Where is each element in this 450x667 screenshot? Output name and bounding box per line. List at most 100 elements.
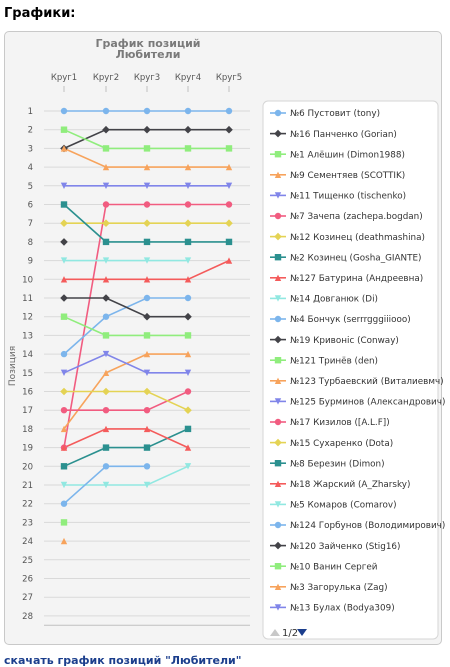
- page-heading: Графики:: [4, 6, 76, 21]
- legend-item[interactable]: №17 Кизилов ([A.L.F]): [290, 418, 390, 428]
- y-tick-label: 26: [22, 575, 33, 585]
- legend-marker: [274, 460, 282, 467]
- legend-marker: [274, 315, 282, 323]
- data-point: [102, 276, 110, 283]
- legend-item[interactable]: №13 Булах (Bodya309): [290, 604, 395, 614]
- data-point: [60, 369, 68, 376]
- legend-item[interactable]: №18 Жарский (A_Zharsky): [290, 480, 410, 490]
- legend-item[interactable]: №1 Алёшин (Dimon1988): [290, 150, 405, 160]
- y-tick-label: 24: [22, 537, 33, 547]
- data-point: [143, 182, 151, 189]
- legend-page-indicator: 1/2: [282, 628, 298, 639]
- data-point: [225, 201, 233, 208]
- y-tick-label: 12: [22, 313, 33, 323]
- data-point: [102, 257, 110, 264]
- data-point: [60, 219, 68, 227]
- download-chart-link[interactable]: скачать график позиций "Любители": [4, 654, 242, 667]
- y-tick-label: 13: [22, 331, 33, 341]
- legend-prev-icon[interactable]: [270, 629, 280, 636]
- legend-next-icon[interactable]: [297, 629, 307, 636]
- legend-marker: [274, 418, 282, 426]
- data-point: [184, 257, 192, 264]
- legend-item[interactable]: №7 Зачепа (zachepa.bogdan): [290, 212, 423, 222]
- data-point: [184, 312, 192, 321]
- legend-item[interactable]: №12 Козинец (deathmashina): [290, 233, 425, 243]
- legend-item[interactable]: №124 Горбунов (Володимирович): [290, 521, 445, 531]
- legend-marker: [274, 583, 282, 590]
- data-point: [225, 257, 233, 264]
- data-point: [60, 294, 68, 302]
- data-point: [184, 107, 192, 115]
- x-tick-label: Круг2: [93, 73, 119, 83]
- y-tick-label: 15: [22, 369, 33, 379]
- legend-item[interactable]: №3 Загорулька (Zag): [290, 583, 388, 593]
- legend-item[interactable]: №11 Тищенко (tischenko): [290, 192, 406, 202]
- x-tick-label: Круг4: [175, 73, 201, 83]
- y-axis-title: Позиция: [8, 346, 18, 386]
- x-tick-label: Круг1: [51, 73, 77, 83]
- data-point: [184, 145, 192, 152]
- chart-title: График позиций: [95, 37, 200, 50]
- data-point: [143, 407, 151, 414]
- y-tick-label: 17: [22, 406, 33, 416]
- legend-marker: [274, 563, 282, 570]
- data-point: [102, 350, 110, 358]
- legend-marker: [274, 541, 282, 550]
- y-tick-label: 27: [22, 593, 33, 603]
- legend-item[interactable]: №19 Кривоніс (Conway): [290, 336, 399, 346]
- series-line: [63, 353, 188, 374]
- data-point: [60, 407, 68, 414]
- legend-marker: [274, 192, 282, 199]
- legend-item[interactable]: №15 Сухаренко (Dota): [290, 439, 393, 449]
- legend-item[interactable]: №4 Бончук (serrrgggiiiooo): [290, 315, 411, 325]
- legend-marker: [274, 295, 282, 302]
- data-point: [184, 463, 192, 470]
- data-point: [60, 257, 68, 264]
- legend: №6 Пустовит (tony) №16 Панченко (Gorian) №…: [262, 100, 445, 640]
- legend-item[interactable]: №120 Зайченко (Stig16): [290, 542, 400, 552]
- legend-item[interactable]: №125 Бурминов (Александрович): [290, 398, 445, 408]
- data-point: [143, 312, 151, 321]
- data-point: [225, 238, 233, 246]
- data-point: [143, 387, 151, 396]
- data-point: [102, 238, 110, 246]
- series-line: [64, 465, 189, 486]
- legend-marker: [274, 357, 282, 364]
- data-point: [102, 107, 110, 115]
- data-point: [225, 107, 233, 115]
- data-point: [60, 145, 68, 152]
- legend-item[interactable]: №127 Батурина (Андреевна): [290, 274, 423, 284]
- series-line: [63, 428, 189, 449]
- legend-item[interactable]: №14 Довганюк (Di): [290, 295, 378, 305]
- data-point: [184, 388, 192, 395]
- legend-item[interactable]: №5 Комаров (Comarov): [290, 501, 397, 511]
- y-tick-label: 11: [22, 294, 33, 304]
- chart-subtitle: Любители: [116, 48, 181, 61]
- data-point: [184, 182, 192, 189]
- legend-item[interactable]: №6 Пустовит (tony): [290, 109, 380, 119]
- data-point: [184, 369, 192, 376]
- y-tick-label: 19: [22, 444, 33, 454]
- data-point: [184, 201, 192, 208]
- legend-item[interactable]: №9 Сементяев (SCOTTIK): [290, 171, 405, 181]
- y-tick-label: 18: [22, 425, 33, 435]
- y-tick-label: 7: [28, 219, 33, 229]
- data-point: [225, 219, 233, 227]
- data-point: [143, 332, 151, 339]
- legend-item[interactable]: №2 Козинец (Gosha_GIANTE): [290, 253, 421, 263]
- legend-item[interactable]: №123 Турбаевский (Виталиевмч): [290, 377, 444, 387]
- data-point: [60, 463, 68, 470]
- data-point: [102, 219, 110, 227]
- legend-item[interactable]: №16 Панченко (Gorian): [290, 130, 397, 140]
- data-point: [60, 201, 68, 208]
- legend-marker: [274, 335, 282, 344]
- y-tick-label: 5: [28, 182, 33, 192]
- x-tick-label: Круг3: [134, 73, 160, 83]
- series-line: [64, 259, 230, 281]
- data-point: [60, 107, 68, 115]
- legend-item[interactable]: №10 Ванин Сергей: [290, 562, 377, 572]
- legend-item[interactable]: №8 Березин (Dimon): [290, 459, 385, 469]
- data-point: [143, 219, 151, 227]
- data-point: [184, 350, 192, 358]
- legend-item[interactable]: №121 Тринёв (den): [290, 356, 378, 366]
